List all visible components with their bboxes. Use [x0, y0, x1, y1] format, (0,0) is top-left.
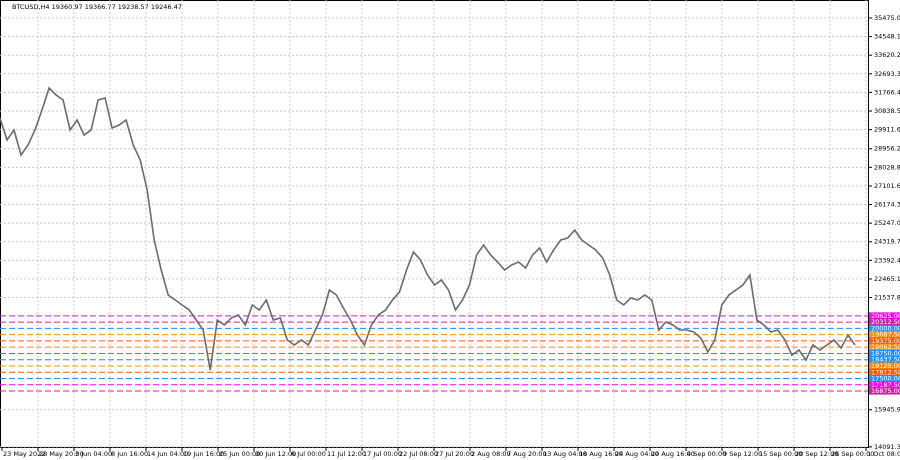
y-tick-label: 33620.20: [874, 51, 900, 59]
level-label: 17812.50: [871, 368, 900, 376]
y-tick-label: 14091.30: [874, 443, 900, 451]
x-tick-label: 4 Sep 00:00: [687, 450, 726, 458]
y-tick-label: 32693.30: [874, 70, 900, 78]
x-tick-label: 14 Jun 04:00: [147, 450, 188, 458]
x-tick-label: 1 Oct 08:00: [867, 450, 900, 458]
level-tag: [869, 318, 900, 326]
x-tick-label: 20 Sep 12:00: [795, 450, 838, 458]
level-label: 20000.00: [871, 324, 900, 332]
x-tick-label: 6 Jul 00:00: [291, 450, 326, 458]
level-tag: [869, 381, 900, 389]
level-label: 18125.00: [871, 362, 900, 370]
x-tick-label: 29 Aug 16:00: [651, 450, 695, 458]
x-tick-label: 19 Jun 16:00: [183, 450, 224, 458]
x-tick-label: 23 May 2022: [3, 450, 45, 458]
y-tick-label: 28956.20: [874, 145, 900, 153]
level-label: 17187.50: [871, 381, 900, 389]
x-tick-label: 7 Aug 20:00: [507, 450, 547, 458]
x-tick-label: 24 Aug 04:00: [615, 450, 659, 458]
level-label: 19375.00: [871, 337, 900, 345]
y-tick-label: 26174.30: [874, 201, 900, 209]
level-label: 16875.00: [871, 387, 900, 395]
x-tick-label: 15 Sep 00:00: [759, 450, 802, 458]
x-tick-label: 30 Jun 12:00: [255, 450, 296, 458]
y-tick-label: 29911.60: [874, 126, 900, 134]
x-tick-label: 22 Jul 08:00: [399, 450, 438, 458]
level-tag: [869, 368, 900, 376]
level-label: 20312.50: [871, 318, 900, 326]
level-tag: [869, 356, 900, 364]
x-tick-label: 8 Jun 16:00: [111, 450, 148, 458]
y-tick-label: 21537.80: [874, 294, 900, 302]
x-tick-label: 18 Aug 16:00: [579, 450, 623, 458]
x-tick-label: 26 Sep 00:00: [831, 450, 874, 458]
level-label: 19062.50: [871, 343, 900, 351]
level-label: 20625.00: [871, 312, 900, 320]
level-label: 18437.50: [871, 356, 900, 364]
y-tick-label: 27101.60: [874, 182, 900, 190]
x-tick-label: 17 Jul 00:00: [363, 450, 402, 458]
level-label: 19687.50: [871, 331, 900, 339]
x-tick-label: 2 Aug 08:00: [471, 450, 511, 458]
y-tick-label: 28028.80: [874, 163, 900, 171]
level-tag: [869, 362, 900, 370]
x-tick-label: 27 Jul 20:00: [435, 450, 474, 458]
y-tick-label: 25247.00: [874, 219, 900, 227]
x-tick-label: 13 Aug 04:00: [543, 450, 587, 458]
level-tag: [869, 324, 900, 332]
y-tick-label: 30838.50: [874, 107, 900, 115]
x-tick-label: 3 Jun 04:00: [75, 450, 112, 458]
level-tag: [869, 375, 900, 383]
y-tick-label: 23392.40: [874, 256, 900, 264]
level-tag: [869, 337, 900, 345]
level-tag: [869, 349, 900, 357]
y-tick-label: 22465.10: [874, 275, 900, 283]
x-tick-label: 28 May 20:00: [39, 450, 84, 458]
level-label: 17500.00: [871, 375, 900, 383]
price-line: [0, 86, 856, 371]
y-tick-label: 24319.70: [874, 238, 900, 246]
y-tick-label: 35475.00: [874, 14, 900, 22]
level-tag: [869, 387, 900, 395]
x-tick-label: 25 Jun 00:00: [219, 450, 260, 458]
level-tag: [869, 312, 900, 320]
level-tag: [869, 331, 900, 339]
chart-title: BTCUSD,H4 19360.97 19366.77 19238.57 192…: [12, 3, 182, 11]
x-tick-label: 11 Jul 12:00: [327, 450, 366, 458]
y-tick-label: 15945.90: [874, 406, 900, 414]
level-label: 18750.00: [871, 349, 900, 357]
level-tag: [869, 343, 900, 351]
x-tick-label: 9 Sep 12:00: [723, 450, 762, 458]
y-tick-label: 31766.40: [874, 88, 900, 96]
y-tick-label: 34548.10: [874, 33, 900, 41]
